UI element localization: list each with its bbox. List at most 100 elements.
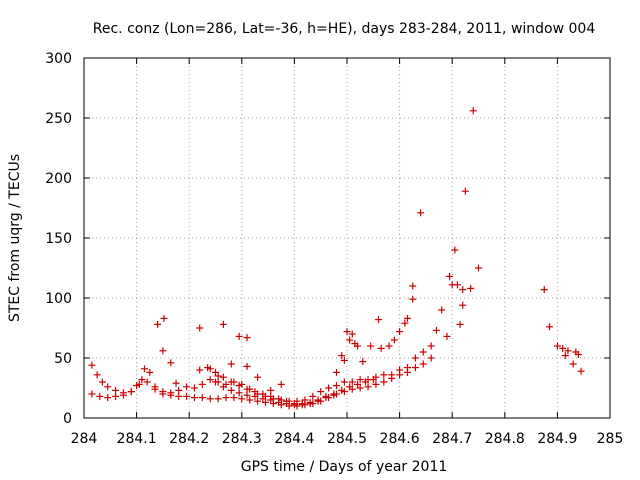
y-tick-label: 100: [45, 291, 72, 307]
data-point: [227, 386, 235, 394]
data-point: [190, 394, 198, 402]
data-point: [346, 336, 354, 344]
data-point: [309, 392, 317, 400]
data-point: [317, 388, 325, 396]
data-point: [206, 376, 214, 384]
data-point: [261, 398, 269, 406]
data-point: [243, 362, 251, 370]
data-point: [127, 388, 135, 396]
x-tick-label: 284.5: [327, 431, 367, 447]
data-point: [340, 356, 348, 364]
x-tick-label: 284.1: [117, 431, 157, 447]
data-point: [143, 378, 151, 386]
data-point: [198, 380, 206, 388]
data-point: [235, 332, 243, 340]
data-point: [332, 368, 340, 376]
data-point: [364, 383, 372, 391]
x-tick-label: 284.2: [169, 431, 209, 447]
x-tick-label: 285: [597, 431, 624, 447]
data-point: [159, 390, 167, 398]
data-point: [372, 380, 380, 388]
data-point: [269, 400, 277, 408]
data-point: [432, 326, 440, 334]
data-point: [138, 376, 146, 384]
data-point: [443, 332, 451, 340]
data-point: [119, 391, 127, 399]
data-point: [467, 284, 475, 292]
data-point: [343, 328, 351, 336]
data-point: [377, 344, 385, 352]
data-point: [238, 395, 246, 403]
data-point: [212, 378, 219, 386]
data-point: [219, 383, 227, 391]
grid-lines: [84, 58, 610, 418]
x-tick-label: 284.9: [537, 431, 577, 447]
data-point: [325, 384, 333, 392]
data-point: [140, 365, 148, 373]
data-point: [403, 314, 411, 322]
data-points: [88, 107, 585, 410]
data-point: [346, 383, 354, 391]
axis-ticks: [83, 57, 611, 419]
data-point: [183, 383, 191, 391]
data-point: [227, 360, 235, 368]
data-point: [469, 107, 477, 115]
data-point: [332, 382, 340, 390]
data-point: [409, 282, 417, 290]
data-point: [540, 286, 548, 294]
data-point: [283, 400, 291, 408]
data-point: [356, 376, 364, 384]
x-axis-label: GPS time / Days of year 2011: [241, 459, 448, 475]
data-point: [254, 397, 262, 405]
data-point: [93, 371, 101, 379]
data-point: [322, 394, 330, 402]
data-point: [553, 342, 561, 350]
data-point: [190, 384, 198, 392]
data-point: [396, 328, 404, 336]
data-point: [561, 352, 569, 360]
data-point: [388, 374, 396, 382]
data-point: [167, 391, 175, 399]
data-point: [427, 354, 435, 362]
y-tick-label: 200: [45, 171, 72, 187]
data-point: [230, 394, 238, 402]
data-point: [453, 281, 461, 289]
data-point: [290, 401, 298, 409]
data-point: [546, 323, 554, 331]
data-point: [96, 392, 104, 400]
data-point: [196, 324, 204, 332]
data-point: [88, 390, 96, 398]
data-point: [275, 398, 283, 406]
data-point: [146, 368, 154, 376]
data-point: [390, 336, 398, 344]
data-point: [451, 246, 459, 254]
data-point: [196, 366, 204, 374]
data-point: [206, 365, 214, 373]
data-point: [446, 272, 454, 280]
data-point: [160, 314, 168, 322]
data-point: [259, 395, 267, 403]
data-point: [369, 376, 377, 384]
data-point: [338, 352, 346, 360]
data-point: [251, 392, 259, 400]
data-point: [417, 209, 425, 217]
data-point: [380, 371, 388, 379]
data-point: [167, 359, 175, 367]
y-axis-tick-labels: 0 50 100 150 200 250 300: [45, 51, 72, 427]
data-point: [367, 342, 375, 350]
data-point: [385, 342, 393, 350]
data-point: [354, 380, 362, 388]
y-axis-label: STEC from uqrg / TECUs: [7, 154, 23, 322]
data-point: [340, 378, 348, 386]
data-point: [359, 358, 367, 366]
data-point: [577, 367, 585, 375]
data-point: [172, 379, 180, 387]
data-point: [214, 395, 222, 403]
data-point: [206, 395, 214, 403]
data-point: [235, 389, 243, 397]
data-point: [438, 306, 446, 314]
x-axis-tick-labels: 284 284.1 284.2 284.3 284.4 284.5 284.6 284.7 28…: [71, 431, 624, 447]
data-point: [222, 394, 230, 402]
y-tick-label: 0: [63, 411, 72, 427]
